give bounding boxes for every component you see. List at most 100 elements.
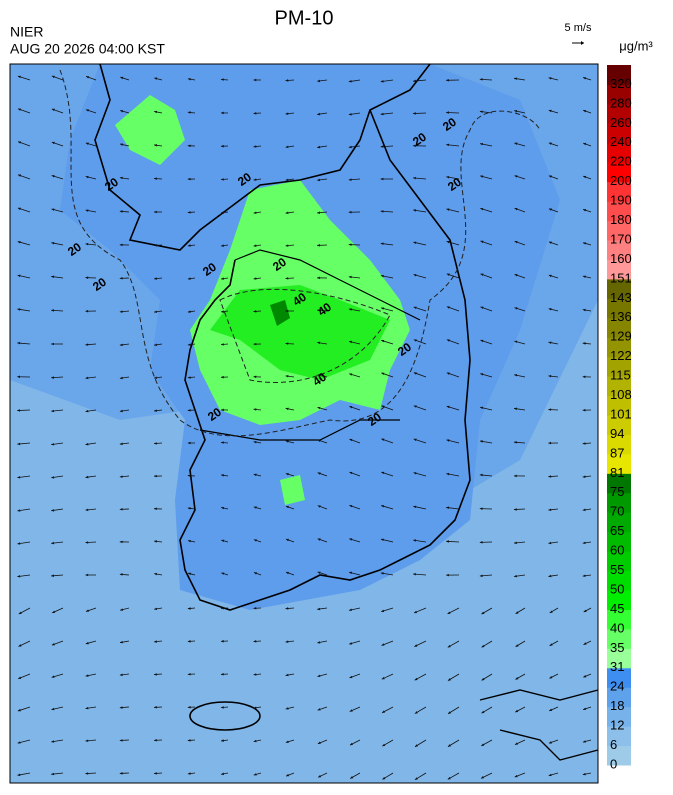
- border: [234, 249, 421, 321]
- wind-arrowhead: [582, 342, 586, 345]
- wind-arrowhead: [85, 376, 89, 380]
- wind-arrowhead: [18, 676, 22, 679]
- colorbar-swatch: [607, 84, 631, 105]
- wind-arrowhead: [548, 541, 552, 545]
- colorbar-label: 143: [610, 290, 632, 305]
- wind-arrowhead: [51, 574, 54, 577]
- wind-arrowhead: [120, 110, 124, 113]
- wind-arrowhead: [85, 343, 89, 346]
- wind-arrowhead: [285, 145, 289, 149]
- wind-arrowhead: [413, 144, 416, 148]
- wind-arrowhead: [549, 708, 553, 711]
- colorbar-swatch: [607, 609, 631, 630]
- wind-arrowhead: [86, 76, 90, 79]
- wind-arrowhead: [51, 275, 55, 279]
- wind-arrowhead: [119, 210, 123, 213]
- wind-arrowhead: [253, 178, 257, 181]
- wind-arrowhead: [119, 409, 123, 413]
- wind-arrowhead: [382, 710, 386, 713]
- wind-arrowhead: [285, 740, 289, 743]
- colorbar-label: 45: [610, 601, 624, 616]
- colorbar-label: 220: [610, 154, 632, 169]
- wind-arrowhead: [317, 145, 321, 149]
- colorbar-label: 122: [610, 348, 632, 363]
- wind-arrowhead: [548, 308, 552, 311]
- colorbar-label: 60: [610, 543, 624, 558]
- wind-arrowhead: [285, 309, 289, 313]
- colorbar-swatch: [607, 453, 631, 474]
- wind-arrowhead: [446, 78, 449, 82]
- wind-arrowhead: [154, 144, 157, 147]
- wind-arrowhead: [253, 606, 257, 610]
- wind-arrowhead: [51, 141, 55, 145]
- wind-arrowhead: [548, 109, 552, 113]
- colorbar-label: 129: [610, 329, 632, 344]
- wind-arrowhead: [253, 342, 257, 346]
- wind-arrowhead: [413, 539, 417, 542]
- wind-arrowhead: [582, 275, 586, 278]
- wind-arrowhead: [285, 607, 289, 610]
- wind-arrowhead: [514, 207, 518, 211]
- colorbar-label: 70: [610, 504, 624, 519]
- wind-arrowhead: [548, 441, 552, 445]
- wind-arrowhead: [515, 644, 519, 647]
- wind-arrowhead: [548, 475, 552, 478]
- wind-arrowhead: [253, 78, 257, 82]
- wind-arrowhead: [18, 644, 22, 647]
- wind-field: [17, 75, 592, 781]
- wind-arrowhead: [381, 505, 385, 508]
- wind-arrowhead: [348, 80, 352, 83]
- wind-arrowhead: [17, 241, 21, 244]
- wind-arrowhead: [381, 405, 385, 408]
- wind-arrowhead: [514, 274, 518, 277]
- title: PM-10: [275, 7, 334, 29]
- wind-arrowhead: [317, 276, 320, 280]
- wind-arrowhead: [380, 572, 384, 575]
- wind-arrowhead: [583, 142, 587, 146]
- colorbar-swatch: [607, 512, 631, 533]
- colorbar-swatch: [607, 298, 631, 319]
- wind-arrowhead: [221, 244, 224, 247]
- wind-arrowhead: [380, 242, 384, 246]
- wind-arrowhead: [51, 241, 55, 245]
- wind-arrowhead: [382, 776, 386, 780]
- wind-arrowhead: [380, 177, 384, 181]
- wind-arrowhead: [17, 75, 21, 79]
- wind-arrowhead: [221, 78, 224, 81]
- wind-arrowhead: [380, 112, 384, 116]
- wind-arrowhead: [187, 539, 191, 543]
- wind-arrowhead: [285, 673, 289, 677]
- colorbar-label: 6: [610, 737, 617, 752]
- wind-arrowhead: [253, 506, 257, 509]
- wind-arrowhead: [285, 79, 289, 82]
- wind-arrowhead: [480, 273, 484, 276]
- wind-arrowhead: [51, 108, 55, 112]
- wind-arrowhead: [85, 109, 89, 112]
- wind-arrowhead: [413, 438, 417, 442]
- wind-arrowhead: [349, 538, 353, 541]
- wind-arrowhead: [253, 640, 257, 643]
- wind-arrowhead: [18, 174, 21, 177]
- colorbar-swatch: [607, 687, 631, 708]
- wind-arrowhead: [481, 677, 485, 681]
- wind-arrowhead: [51, 772, 55, 776]
- wind-arrowhead: [582, 508, 586, 512]
- wind-arrowhead: [582, 242, 586, 245]
- wind-arrowhead: [154, 210, 157, 214]
- wind-arrowhead: [481, 776, 485, 779]
- wind-arrowhead: [446, 306, 450, 309]
- wind-arrowhead: [119, 243, 123, 247]
- colorbar-swatch: [607, 745, 631, 766]
- colorbar-label: 40: [610, 620, 624, 635]
- wind-arrowhead: [447, 644, 451, 648]
- wind-arrowhead: [221, 706, 224, 709]
- wind-arrowhead: [119, 772, 123, 775]
- wind-arrowhead: [349, 471, 353, 475]
- wind-arrowhead: [119, 310, 123, 313]
- wind-arrowhead: [154, 772, 157, 775]
- wind-arrowhead: [253, 440, 257, 444]
- wind-arrowhead: [154, 572, 158, 576]
- wind-arrowhead: [349, 438, 353, 442]
- wind-arrowhead: [514, 175, 518, 178]
- wind-arrowhead: [85, 276, 89, 279]
